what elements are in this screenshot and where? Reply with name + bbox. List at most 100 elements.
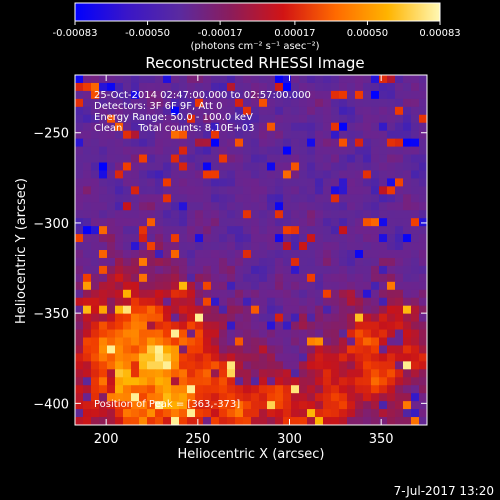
heatmap-cell xyxy=(155,281,164,291)
heatmap-cell xyxy=(163,329,172,338)
heatmap-cell xyxy=(251,289,260,299)
heatmap-cell xyxy=(227,90,236,100)
heatmap-cell xyxy=(371,154,380,163)
heatmap-cell xyxy=(195,178,204,187)
heatmap-cell xyxy=(227,361,236,370)
heatmap-cell xyxy=(379,305,388,315)
heatmap-cell xyxy=(307,162,316,171)
heatmap-cell xyxy=(171,106,180,116)
heatmap-cell xyxy=(91,297,100,307)
heatmap-cell xyxy=(371,226,380,235)
heatmap-cell xyxy=(123,321,132,331)
heatmap-cell xyxy=(275,146,284,156)
heatmap-cell xyxy=(131,361,140,370)
heatmap-cell xyxy=(243,401,252,410)
heatmap-cell xyxy=(419,146,428,156)
heatmap-cell xyxy=(83,98,92,108)
heatmap-cell xyxy=(275,417,284,426)
heatmap-cell xyxy=(291,337,300,346)
heatmap-cell xyxy=(387,409,396,418)
heatmap-cell xyxy=(387,122,396,132)
heatmap-cell xyxy=(219,321,228,331)
heatmap-cell xyxy=(387,146,396,156)
colorbar-tick-label: -0.00083 xyxy=(53,28,98,39)
heatmap-cell xyxy=(347,122,356,132)
heatmap-cell xyxy=(163,242,172,251)
heatmap-cell xyxy=(275,401,284,410)
heatmap-cell xyxy=(339,329,348,338)
heatmap-cell xyxy=(147,401,156,410)
heatmap-cell xyxy=(339,162,348,171)
heatmap-cell xyxy=(163,385,172,394)
heatmap-cell xyxy=(267,106,276,116)
heatmap-cell xyxy=(259,194,268,203)
heatmap-cell xyxy=(331,257,340,267)
heatmap-cell xyxy=(75,82,84,92)
heatmap-cell xyxy=(355,106,364,116)
heatmap-cell xyxy=(259,289,268,299)
heatmap-cell xyxy=(299,138,308,148)
heatmap-cell xyxy=(195,337,204,346)
heatmap-cell xyxy=(299,226,308,235)
heatmap-cell xyxy=(347,265,356,275)
heatmap-cell xyxy=(211,194,220,203)
heatmap-cell xyxy=(195,250,204,259)
heatmap-cell xyxy=(291,106,300,116)
heatmap-cell xyxy=(419,353,428,362)
heatmap-cell xyxy=(371,202,380,211)
heatmap-cell xyxy=(107,106,116,116)
heatmap-cell xyxy=(115,393,124,402)
heatmap-cell xyxy=(291,401,300,410)
heatmap-cell xyxy=(179,297,188,307)
heatmap-cell xyxy=(355,154,364,163)
heatmap-cell xyxy=(331,345,340,354)
y-tick-label: −350 xyxy=(33,307,69,322)
heatmap-cell xyxy=(307,122,316,132)
heatmap-cell xyxy=(347,162,356,171)
heatmap-cell xyxy=(139,393,148,402)
heatmap-cell xyxy=(395,226,404,235)
heatmap-cell xyxy=(363,250,372,259)
heatmap-cell xyxy=(387,90,396,100)
heatmap-cell xyxy=(235,178,244,187)
heatmap-cell xyxy=(131,369,140,378)
heatmap-cell xyxy=(91,250,100,259)
heatmap-cell xyxy=(339,337,348,346)
heatmap-cell xyxy=(91,417,100,426)
heatmap-cell xyxy=(115,289,124,299)
heatmap-cell xyxy=(323,393,332,402)
heatmap-cell xyxy=(347,401,356,410)
heatmap-cell xyxy=(99,305,108,315)
heatmap-cell xyxy=(259,361,268,370)
heatmap-cell xyxy=(75,297,84,307)
heatmap-cell xyxy=(227,313,236,323)
heatmap-cell xyxy=(83,417,92,426)
heatmap-cell xyxy=(307,186,316,195)
heatmap-cell xyxy=(419,106,428,116)
heatmap-cell xyxy=(283,146,292,156)
heatmap-cell xyxy=(91,361,100,370)
heatmap-cell xyxy=(91,234,100,243)
heatmap-cell xyxy=(155,353,164,362)
heatmap-cell xyxy=(419,409,428,418)
heatmap-cell xyxy=(251,75,260,84)
heatmap-cell xyxy=(291,361,300,370)
heatmap-cell xyxy=(91,186,100,195)
heatmap-cell xyxy=(131,265,140,275)
heatmap-cell xyxy=(299,361,308,370)
plot-area: 200 250 300 350 −250−300−350−400 xyxy=(33,74,428,447)
heatmap-cell xyxy=(211,353,220,362)
heatmap-cell xyxy=(371,313,380,323)
heatmap-cell xyxy=(387,186,396,195)
heatmap-cell xyxy=(227,409,236,418)
heatmap-cell xyxy=(203,202,212,211)
heatmap-cell xyxy=(323,90,332,100)
heatmap-cell xyxy=(139,106,148,116)
heatmap-cell xyxy=(419,202,428,211)
heatmap-cell xyxy=(187,257,196,267)
heatmap-cell xyxy=(251,234,260,243)
heatmap-cell xyxy=(347,250,356,259)
heatmap-cell xyxy=(211,114,220,124)
heatmap-cell xyxy=(315,194,324,203)
heatmap-cell xyxy=(203,170,212,179)
